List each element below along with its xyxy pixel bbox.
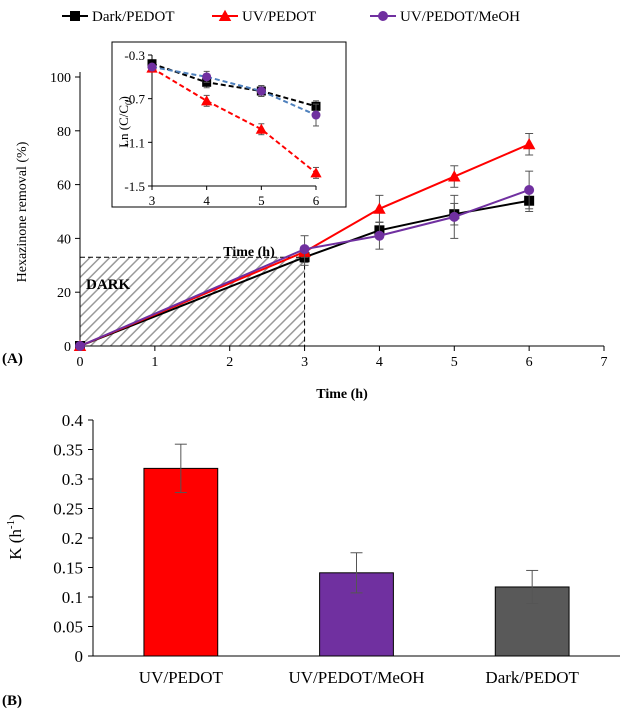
data-point: [448, 170, 461, 182]
tick-labels-b: 0 0.05 0.1 0.15 0.2 0.25 0.3 0.35 0.4: [53, 411, 83, 666]
dark-annotation: DARK: [86, 277, 130, 293]
inset-data-point: [311, 110, 321, 120]
inset-tick-labels: 3 4 5 6 -1.5 -1.1 -0.7 -0.3: [124, 48, 319, 208]
inset-series-line: [151, 66, 317, 116]
inset-x-tick-label: 4: [203, 193, 210, 208]
inset-series-line: [151, 62, 317, 108]
inset-series-line: [151, 67, 317, 174]
y-tick-label: 100: [50, 71, 71, 86]
data-point: [75, 341, 85, 351]
panel-a-removal-chart: Dark/PEDOT UV/PEDOT UV/PEDOT/MeOH DARK 0 1 2…: [2, 9, 608, 402]
legend: Dark/PEDOT UV/PEDOT UV/PEDOT/MeOH: [62, 9, 520, 25]
inset-y-tick-label: -0.3: [124, 48, 145, 63]
axes-a: [75, 72, 605, 351]
y-tick-label: 40: [57, 232, 71, 247]
y-tick-label-b: 0.4: [62, 411, 84, 430]
legend-marker: [70, 11, 80, 21]
inset-y-tick-label: -0.7: [124, 92, 145, 107]
inset-y-label-main: Ln (C/C: [116, 105, 131, 148]
bar-group-uv-pedot: UV/PEDOT: [139, 443, 224, 687]
y-tick-label-b: 0.05: [53, 618, 83, 637]
inset-y-axis-label: Ln (C/C0): [116, 96, 134, 148]
legend-marker: [218, 9, 232, 21]
category-label: UV/PEDOT: [139, 668, 224, 687]
data-point: [373, 202, 386, 214]
legend-item-dark-pedot: Dark/PEDOT: [62, 9, 175, 25]
data-point: [522, 138, 536, 150]
y-tick-label: 60: [57, 179, 71, 194]
inset-series-uv-pedot-meoh: [147, 62, 321, 127]
x-axis-label-a: Time (h): [316, 387, 368, 402]
inset-data-point: [147, 62, 157, 72]
y-label-b-sup: -1: [5, 520, 17, 529]
y-label-b-main: K (h: [6, 529, 25, 560]
inset-y-tick-label: -1.1: [124, 135, 145, 150]
y-tick-label-b: 0.15: [53, 559, 83, 578]
panel-label-a: (A): [2, 351, 23, 367]
x-tick-label: 4: [376, 355, 383, 370]
y-axis-label-b: K (h-1): [5, 514, 25, 560]
inset-y-tick-label: -1.5: [124, 179, 145, 194]
data-point: [524, 184, 535, 195]
x-tick-label: 0: [77, 355, 84, 370]
bar-group-uv-pedot-meoh: UV/PEDOT/MeOH: [289, 552, 425, 687]
inset-x-tick-label: 5: [258, 193, 265, 208]
data-point: [449, 211, 460, 222]
inset-axes: [148, 54, 317, 190]
inset-series: [146, 59, 322, 179]
inset-y-label-sub: 0: [124, 100, 134, 105]
y-tick-label: 0: [64, 340, 71, 355]
bar-group-dark-pedot: Dark/PEDOT: [485, 569, 580, 687]
inset-data-point: [256, 86, 266, 96]
bars-b: UV/PEDOT UV/PEDOT/MeOH Dark/PEDOT: [139, 443, 580, 687]
inset-x-tick-label: 6: [313, 193, 320, 208]
data-point: [374, 230, 385, 241]
y-tick-label-b: 0: [75, 647, 84, 666]
series-uv-pedot-meoh: [75, 170, 535, 351]
legend-label: UV/PEDOT/MeOH: [400, 9, 520, 25]
legend-marker: [378, 11, 388, 21]
y-tick-label-b: 0.2: [62, 529, 83, 548]
legend-item-uv-pedot: UV/PEDOT: [212, 9, 316, 25]
y-axis-label-a: Hexazinone removal (%): [15, 141, 30, 282]
legend-label: UV/PEDOT: [242, 9, 316, 25]
y-label-b-end: ): [6, 514, 25, 520]
series-a: [73, 132, 536, 351]
legend-label: Dark/PEDOT: [92, 9, 175, 25]
inset-data-point: [255, 123, 267, 134]
bar: [143, 467, 219, 657]
y-tick-label: 20: [57, 286, 71, 301]
x-tick-label: 6: [526, 355, 533, 370]
inset-y-label-end: ): [116, 96, 131, 100]
y-tick-label-b: 0.1: [62, 588, 83, 607]
data-point: [299, 244, 310, 255]
y-tick-label-b: 0.3: [62, 470, 83, 489]
x-tick-label: 7: [601, 355, 608, 370]
inset-x-axis-label: Time (h): [223, 245, 275, 260]
inset-chart: 3 4 5 6 -1.5 -1.1 -0.7 -0.3 Time (h) Ln (C/C0): [111, 41, 347, 260]
inset-data-point: [201, 95, 213, 106]
inset-data-point: [202, 72, 212, 82]
x-tick-label: 5: [451, 355, 458, 370]
y-tick-label-b: 0.35: [53, 441, 83, 460]
x-tick-label: 3: [301, 355, 308, 370]
inset-frame: [111, 41, 347, 208]
y-tick-label: 80: [57, 125, 71, 140]
x-tick-label: 2: [226, 355, 233, 370]
inset-x-tick-label: 3: [149, 193, 156, 208]
panel-b-rate-constant-chart: 00.050.10.150.20.250.30.350.4 UV/PEDOT UV…: [2, 411, 620, 709]
legend-item-uv-pedot-meoh: UV/PEDOT/MeOH: [370, 9, 520, 25]
category-label: UV/PEDOT/MeOH: [289, 668, 425, 687]
y-tick-label-b: 0.25: [53, 500, 83, 519]
x-tick-label: 1: [151, 355, 158, 370]
inset-data-point: [310, 167, 322, 178]
category-label: Dark/PEDOT: [485, 668, 579, 687]
panel-label-b: (B): [2, 693, 22, 709]
